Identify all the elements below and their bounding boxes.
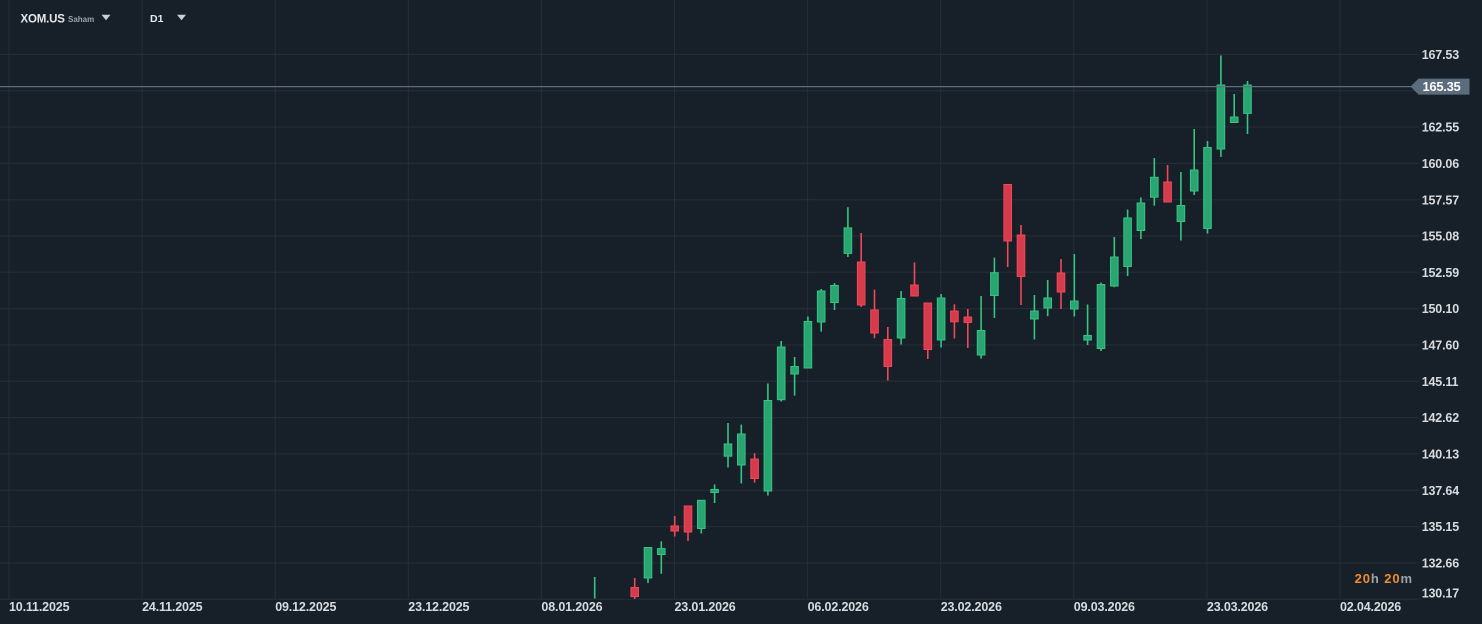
svg-text:152.59: 152.59: [1422, 266, 1460, 280]
svg-text:XOM.US: XOM.US: [21, 13, 66, 25]
svg-text:D1: D1: [150, 13, 164, 25]
svg-text:09.03.2026: 09.03.2026: [1074, 600, 1135, 614]
svg-text:06.02.2026: 06.02.2026: [808, 600, 869, 614]
svg-text:165.35: 165.35: [1423, 79, 1461, 94]
svg-text:02.04.2026: 02.04.2026: [1340, 600, 1401, 614]
svg-text:23.01.2026: 23.01.2026: [675, 600, 736, 614]
svg-text:130.17: 130.17: [1422, 587, 1460, 601]
svg-text:155.08: 155.08: [1422, 230, 1460, 244]
svg-text:142.62: 142.62: [1422, 411, 1460, 425]
svg-text:167.53: 167.53: [1422, 48, 1460, 62]
svg-text:140.13: 140.13: [1422, 448, 1460, 462]
svg-text:23.12.2025: 23.12.2025: [408, 600, 469, 614]
svg-text:23.02.2026: 23.02.2026: [941, 600, 1002, 614]
svg-text:150.10: 150.10: [1422, 302, 1460, 316]
svg-text:24.11.2025: 24.11.2025: [142, 600, 203, 614]
svg-text:160.06: 160.06: [1422, 157, 1460, 171]
svg-text:137.64: 137.64: [1422, 484, 1460, 498]
svg-text:147.60: 147.60: [1422, 339, 1460, 353]
svg-text:08.01.2026: 08.01.2026: [541, 600, 602, 614]
svg-text:Saham: Saham: [68, 15, 94, 24]
svg-text:135.15: 135.15: [1422, 520, 1460, 534]
svg-text:162.55: 162.55: [1422, 121, 1460, 135]
svg-text:157.57: 157.57: [1422, 193, 1460, 207]
svg-text:10.11.2025: 10.11.2025: [9, 600, 70, 614]
svg-text:145.11: 145.11: [1422, 375, 1459, 389]
svg-text:09.12.2025: 09.12.2025: [275, 600, 336, 614]
svg-text:20h 20m: 20h 20m: [1355, 571, 1413, 586]
svg-text:23.03.2026: 23.03.2026: [1207, 600, 1268, 614]
svg-text:132.66: 132.66: [1422, 557, 1460, 571]
